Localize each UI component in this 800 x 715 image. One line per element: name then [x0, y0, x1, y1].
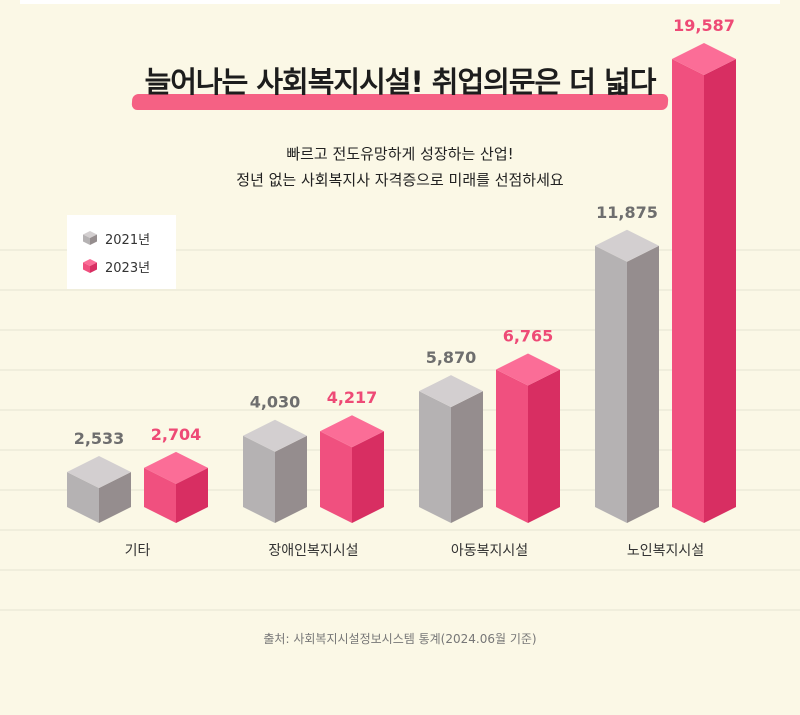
bar-2021-0-side: [99, 472, 131, 523]
title-area: 늘어나는 사회복지시설! 취업의문은 더 넓다: [0, 62, 800, 102]
bar-2021-3-top: [595, 229, 659, 262]
bar-2021-0-front: [67, 472, 99, 523]
bar-2021-2-side: [451, 391, 483, 523]
bar-2023-0-top: [144, 451, 208, 484]
bar-2021-3-side: [627, 245, 659, 523]
legend: 2021년 2023년: [67, 215, 176, 289]
bar-2021-0-top: [67, 456, 131, 488]
bar-2023-1-side: [352, 431, 384, 523]
subtitle-line-1: 빠르고 전도유망하게 성장하는 산업!: [286, 145, 514, 163]
value-label-2023-3: 19,587: [673, 16, 735, 35]
value-label-2021-1: 4,030: [250, 393, 301, 412]
page-title: 늘어나는 사회복지시설! 취업의문은 더 넓다: [144, 65, 657, 99]
top-strip: [20, 0, 780, 4]
bar-2021-1-side: [275, 435, 307, 523]
subtitle: 빠르고 전도유망하게 성장하는 산업! 정년 없는 사회복지사 자격증으로 미래…: [0, 141, 800, 193]
bar-2021-1-top: [243, 419, 307, 452]
legend-item-2021: 2021년: [83, 228, 150, 248]
pink-cube-icon: [83, 259, 97, 273]
legend-item-2023: 2023년: [83, 256, 150, 276]
bar-2023-1-front: [320, 431, 352, 523]
bar-2021-2-top: [419, 375, 483, 408]
value-label-2023-2: 6,765: [503, 327, 554, 346]
category-label-2: 아동복지시설: [451, 543, 528, 559]
bar-2021-1-front: [243, 435, 275, 523]
legend-label-2021: 2021년: [105, 232, 151, 248]
value-label-2021-0: 2,533: [74, 429, 125, 448]
value-label-2023-0: 2,704: [151, 425, 202, 444]
bar-2023-2-side: [528, 369, 560, 523]
category-label-0: 기타: [125, 543, 151, 559]
legend-label-2023: 2023년: [105, 260, 151, 276]
bar-2023-3-front: [672, 59, 704, 523]
bar-2021-2-front: [419, 391, 451, 523]
source-note: 출처: 사회복지시설정보시스템 통계(2024.06월 기준): [263, 632, 537, 646]
subtitle-line-2: 정년 없는 사회복지사 자격증으로 미래를 선점하세요: [236, 171, 564, 189]
bar-2023-3-top: [672, 43, 736, 75]
bar-2023-2-front: [496, 369, 528, 523]
category-label-3: 노인복지시설: [627, 543, 704, 559]
bar-2023-0-side: [176, 467, 208, 523]
bar-2021-3-front: [595, 245, 627, 523]
gray-cube-icon: [83, 231, 97, 245]
bar-2023-2-top: [496, 353, 560, 386]
value-label-2021-3: 11,875: [596, 203, 658, 222]
bar-2023-3-side: [704, 59, 736, 523]
value-label-2021-2: 5,870: [426, 348, 477, 367]
category-label-1: 장애인복지시설: [268, 543, 358, 559]
bar-2023-0-front: [144, 467, 176, 523]
bar-2023-1-top: [320, 415, 384, 448]
value-label-2023-1: 4,217: [327, 388, 378, 407]
